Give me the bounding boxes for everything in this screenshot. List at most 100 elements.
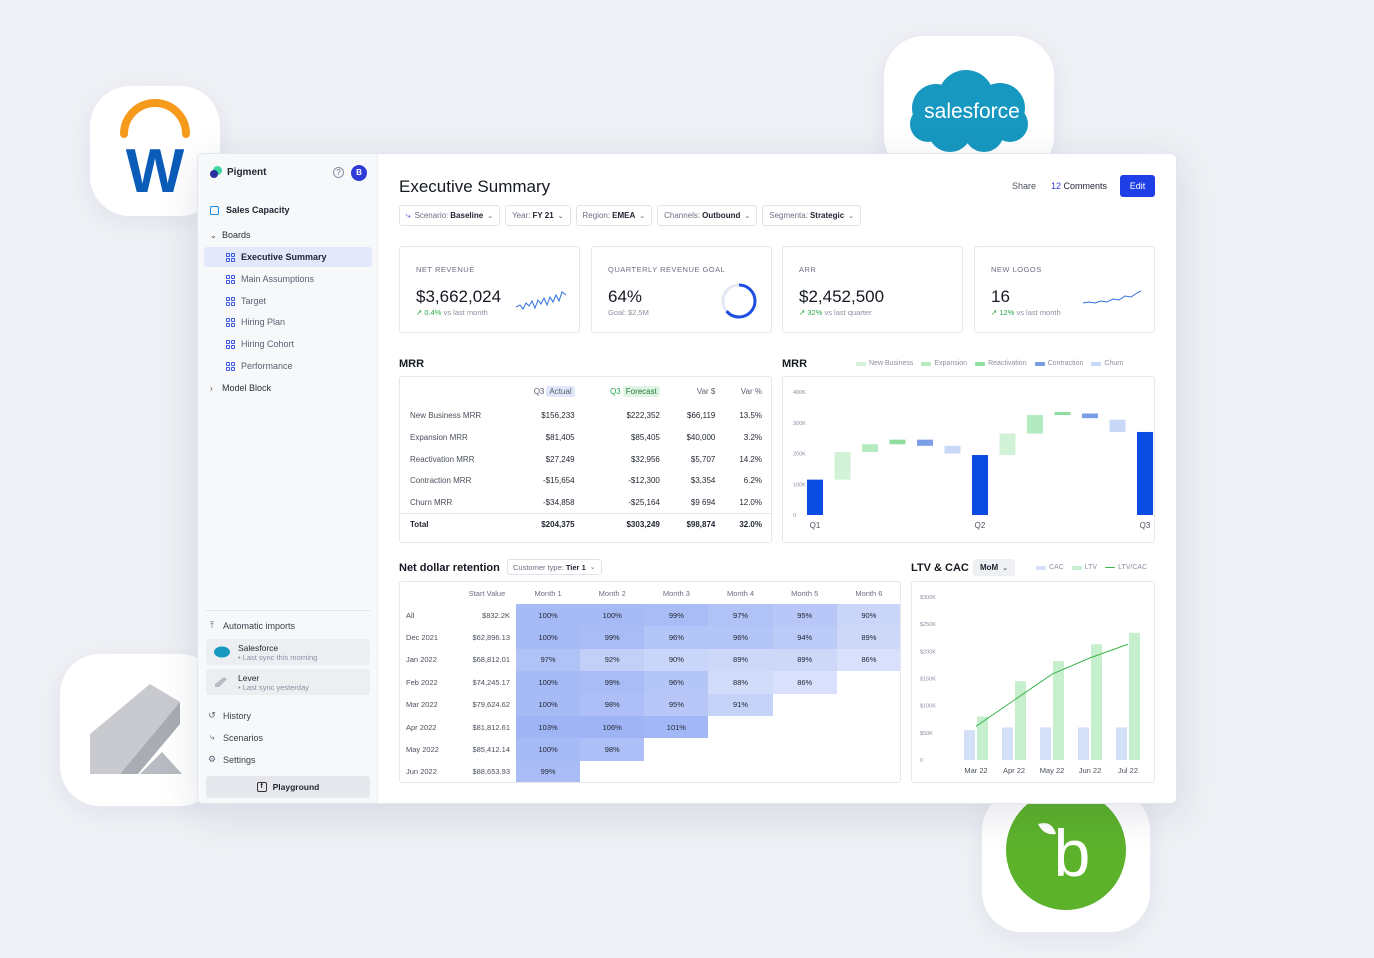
sidebar-item-hiring-cohort[interactable]: Hiring Cohort: [204, 334, 372, 354]
ndr-table: Start Value Month 1 Month 2 Month 3 Month 4 M…: [400, 582, 900, 782]
kpi-delta: ↗ 0.4% vs last month: [416, 308, 488, 317]
filter-region[interactable]: Region: EMEA ⌄: [575, 205, 653, 226]
col-actual[interactable]: Q3 Actual: [512, 377, 585, 405]
legend-item[interactable]: Churn: [1091, 360, 1123, 367]
table-row[interactable]: Mar 2022 $79,624.62 100% 98% 95% 91%: [400, 693, 900, 716]
legend-item[interactable]: Contraction: [1034, 360, 1083, 367]
bar-ltv[interactable]: [977, 716, 988, 760]
row-cell: $85,412.14: [472, 745, 510, 755]
waterfall-bar-total[interactable]: [972, 455, 988, 515]
filter-channels[interactable]: Channels: Outbound ⌄: [657, 205, 758, 226]
waterfall-bar-expansion[interactable]: [1027, 415, 1043, 434]
edit-button[interactable]: Edit: [1120, 175, 1155, 197]
bar-cac[interactable]: [1040, 727, 1051, 760]
filter-year[interactable]: Year: FY 21 ⌄: [505, 205, 571, 226]
sidebar-item-performance[interactable]: Performance: [204, 356, 372, 376]
avatar[interactable]: B: [351, 165, 367, 181]
model-block-toggle[interactable]: › Model Block: [210, 383, 271, 393]
filter-segment[interactable]: Segmenta: Strategic ⌄: [762, 205, 862, 226]
comments-button[interactable]: 12 Comments: [1051, 181, 1107, 191]
boards-group-toggle[interactable]: ⌄ Boards: [210, 230, 251, 240]
sidebar-item-executive-summary[interactable]: Executive Summary: [204, 247, 372, 267]
waterfall-bar-reactivation[interactable]: [1054, 411, 1071, 416]
sidebar-item-hiring-plan[interactable]: Hiring Plan: [204, 312, 372, 332]
line-ltv-cac[interactable]: [975, 643, 1129, 727]
col-header[interactable]: Month 1: [534, 588, 562, 598]
col-header[interactable]: Start Value: [468, 588, 506, 598]
automatic-imports-link[interactable]: ⤒ Automatic imports: [207, 620, 295, 631]
sidebar-item-main-assumptions[interactable]: Main Assumptions: [204, 269, 372, 289]
legend-item[interactable]: New Business: [856, 360, 913, 367]
table-total-row[interactable]: Total $204,375 $303,249 $98,874 32.0%: [400, 512, 772, 536]
history-link[interactable]: ↺ History: [207, 710, 251, 721]
bar-ltv[interactable]: [1129, 632, 1140, 760]
col-var-pct[interactable]: Var %: [740, 386, 762, 396]
col-header[interactable]: Month 5: [791, 588, 819, 598]
playground-button[interactable]: f Playground: [206, 776, 370, 798]
kpi-card-arr[interactable]: ARR $2,452,500 ↗ 32% vs last quarter: [782, 246, 963, 333]
import-lever[interactable]: Lever • Last sync yesterday: [206, 669, 370, 695]
waterfall-bar-contraction[interactable]: [1082, 413, 1098, 419]
col-header[interactable]: Month 6: [855, 588, 883, 598]
waterfall-bar-total[interactable]: [807, 479, 823, 515]
col-header[interactable]: Month 2: [598, 588, 626, 598]
table-row[interactable]: May 2022 $85,412.14 100% 98%: [400, 738, 900, 761]
filter-scenario[interactable]: ⤷ Scenario: Baseline ⌄: [399, 205, 501, 226]
y-tick-label: 300K: [793, 421, 806, 427]
table-row[interactable]: Jun 2022 $88,653.93 99%: [400, 760, 900, 782]
row-cell: Mar 2022: [406, 700, 438, 710]
settings-link[interactable]: ⚙ Settings: [207, 754, 256, 765]
waterfall-bar-new_business[interactable]: [999, 433, 1016, 456]
salesforce-wordmark: salesforce: [924, 100, 1020, 123]
table-row[interactable]: New Business MRR $156,233 $222,352 $66,119 1…: [400, 405, 772, 427]
period-selector[interactable]: MoM ⌄: [973, 559, 1016, 576]
waterfall-bar-new_business[interactable]: [834, 451, 851, 480]
sidebar-item-target[interactable]: Target: [204, 291, 372, 311]
col-header[interactable]: Month 3: [662, 588, 690, 598]
table-row[interactable]: Dec 2021 $62,896.13 100% 99% 96% 96% 94% 89%: [400, 626, 900, 649]
kpi-card-net-revenue[interactable]: NET REVENUE $3,662,024 ↗ 0.4% vs last mo…: [399, 246, 580, 333]
bar-cac[interactable]: [1002, 727, 1013, 760]
legend-item[interactable]: LTV: [1071, 564, 1097, 571]
table-row[interactable]: Apr 2022 $81,812.61 103% 106% 101%: [400, 715, 900, 739]
legend-item[interactable]: Reactivation: [975, 360, 1027, 367]
bar-cac[interactable]: [964, 730, 975, 760]
kpi-card-new-logos[interactable]: NEW LOGOS 16 ↗ 12% vs last month: [974, 246, 1155, 333]
legend-item[interactable]: CAC: [1036, 564, 1064, 571]
waterfall-bar-churn[interactable]: [944, 445, 961, 454]
brand[interactable]: Pigment: [210, 166, 266, 178]
col-header[interactable]: [400, 582, 458, 604]
workspace-title[interactable]: Sales Capacity: [210, 205, 290, 215]
waterfall-bar-reactivation[interactable]: [889, 439, 906, 445]
table-row[interactable]: Feb 2022 $74,245.17 100% 99% 96% 88% 86%: [400, 671, 900, 694]
table-row[interactable]: Churn MRR -$34,858 -$25,164 $9 694 12.0%: [400, 492, 772, 514]
import-salesforce[interactable]: Salesforce • Last sync this morning: [206, 639, 370, 665]
col-forecast[interactable]: Q3 Forecast: [585, 377, 670, 405]
legend-item[interactable]: LTV/CAC: [1105, 564, 1147, 571]
help-icon[interactable]: ?: [333, 167, 344, 178]
bar-cac[interactable]: [1078, 727, 1089, 760]
retention-cell: 99%: [580, 671, 645, 694]
table-row[interactable]: Contraction MRR -$15,654 -$12,300 $3,354 6.2…: [400, 470, 772, 492]
table-row[interactable]: All $832.2K 100% 100% 99% 97% 95% 90%: [400, 604, 900, 627]
table-row[interactable]: Jan 2022 $68,812.01 97% 92% 90% 89% 89% 86%: [400, 648, 900, 672]
workday-logo: W: [120, 99, 190, 206]
waterfall-bar-contraction[interactable]: [917, 439, 933, 446]
bar-cac[interactable]: [1116, 727, 1127, 760]
bar-ltv[interactable]: [1015, 681, 1026, 760]
share-button[interactable]: Share: [1012, 181, 1037, 191]
legend-item[interactable]: Expansion: [921, 360, 967, 367]
scenarios-link[interactable]: ⤷ Scenarios: [207, 732, 263, 743]
waterfall-bar-churn[interactable]: [1109, 419, 1126, 432]
table-row[interactable]: Expansion MRR $81,405 $85,405 $40,000 3.2%: [400, 427, 772, 449]
customer-type-filter[interactable]: Customer type: Tier 1 ⌄: [507, 559, 602, 575]
bar-ltv[interactable]: [1053, 661, 1064, 760]
col-header[interactable]: Month 4: [726, 588, 755, 598]
table-row[interactable]: Reactivation MRR $27,249 $32,956 $5,707 14.2…: [400, 448, 772, 470]
kpi-card-quarterly-goal[interactable]: QUARTERLY REVENUE GOAL 64% Goal: $2,5M: [591, 246, 772, 333]
col-var-dollar[interactable]: Var $: [696, 386, 716, 396]
waterfall-bar-expansion[interactable]: [862, 444, 878, 452]
bar-ltv[interactable]: [1091, 644, 1102, 760]
waterfall-bar-total[interactable]: [1137, 431, 1153, 515]
chevron-down-icon: ⌄: [589, 564, 596, 571]
